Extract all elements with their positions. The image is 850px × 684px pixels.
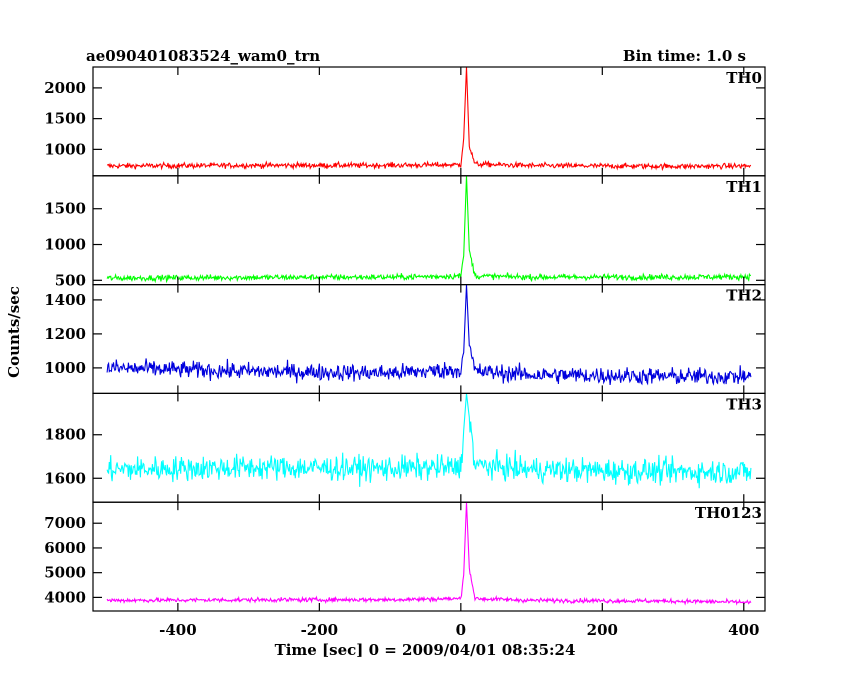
- y-tick-label: 1800: [44, 426, 86, 444]
- y-tick-label: 4000: [44, 588, 86, 606]
- y-tick-label: 5000: [44, 564, 86, 582]
- panels-group: 100015002000TH050010001500TH110001200140…: [44, 66, 766, 639]
- panel-label-th0123: TH0123: [695, 504, 762, 522]
- x-tick-label: 400: [728, 621, 759, 639]
- panel-frame-th3: [92, 392, 766, 503]
- y-tick-label: 1000: [44, 140, 86, 158]
- panel-frame-th1: [92, 175, 766, 286]
- x-tick-label: 200: [587, 621, 618, 639]
- y-tick-label: 1500: [44, 110, 86, 128]
- header-right-title: Bin time: 1.0 s: [623, 47, 746, 65]
- y-axis-title: Counts/sec: [5, 286, 23, 378]
- x-tick-label: -400: [159, 621, 197, 639]
- series-line-th3: [106, 393, 752, 489]
- y-tick-label: 1400: [44, 291, 86, 309]
- panel-label-th2: TH2: [726, 287, 762, 305]
- series-line-th0123: [106, 502, 752, 606]
- y-tick-label: 1000: [44, 236, 86, 254]
- series-line-th1: [106, 175, 752, 284]
- panel-frame-th0123: [92, 501, 766, 612]
- x-tick-label: 0: [456, 621, 466, 639]
- panel-frame-th0: [92, 66, 766, 177]
- panel-label-th3: TH3: [726, 395, 762, 413]
- y-tick-label: 1500: [44, 200, 86, 218]
- y-tick-label: 6000: [44, 539, 86, 557]
- y-tick-label: 500: [55, 271, 86, 289]
- y-tick-label: 1200: [44, 325, 86, 343]
- series-line-th2: [106, 284, 752, 386]
- y-tick-label: 1000: [44, 359, 86, 377]
- x-tick-label: -200: [301, 621, 339, 639]
- panel-label-th0: TH0: [726, 69, 762, 87]
- series-line-th0: [106, 66, 752, 172]
- y-tick-label: 7000: [44, 514, 86, 532]
- x-axis-title: Time [sec] 0 = 2009/04/01 08:35:24: [275, 641, 576, 659]
- header-left-title: ae090401083524_wam0_trn: [86, 47, 320, 65]
- y-tick-label: 1600: [44, 469, 86, 487]
- panel-label-th1: TH1: [726, 178, 762, 196]
- y-tick-label: 2000: [44, 79, 86, 97]
